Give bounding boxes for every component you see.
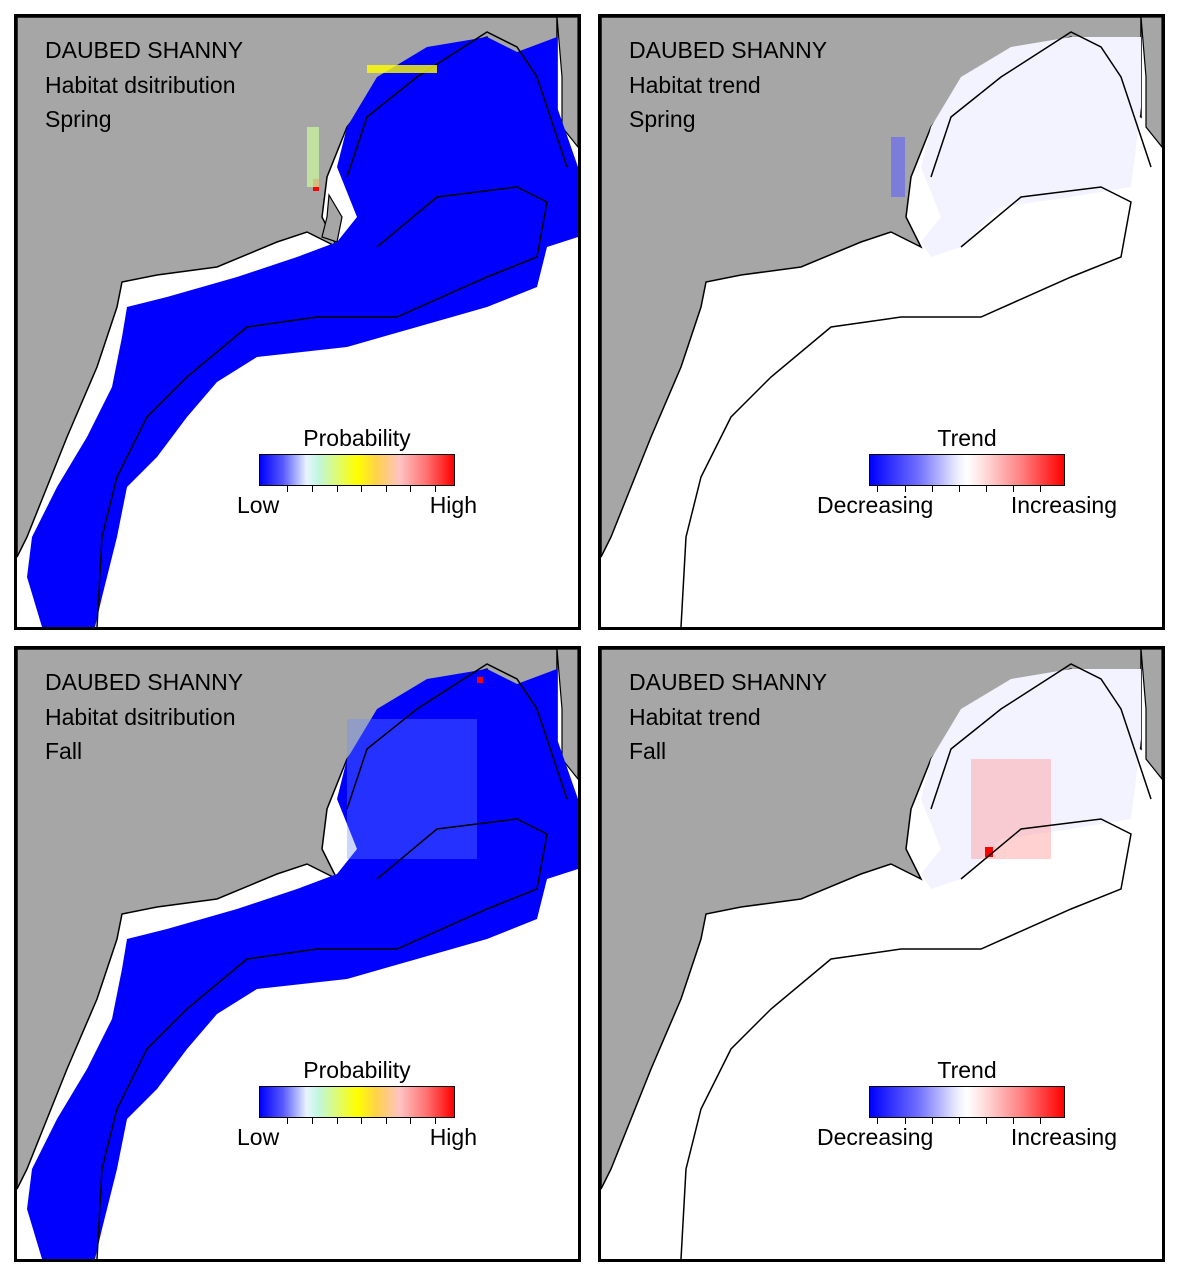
legend-high-label: High	[429, 1124, 477, 1150]
hotspot-cell	[477, 677, 483, 683]
probability-legend: Probability Low High	[237, 425, 477, 522]
legend-ticks	[869, 1118, 1065, 1124]
map-type: Habitat trend	[629, 703, 761, 730]
season-label: Fall	[45, 738, 83, 764]
legend-high-label: Increasing	[1010, 492, 1117, 518]
season-label: Fall	[629, 738, 667, 764]
panel-title: DAUBED SHANNY Habitat trend Spring	[629, 33, 827, 137]
legend-title: Probability	[303, 425, 411, 451]
legend-ticks	[259, 486, 455, 492]
shelf-contour	[96, 663, 568, 1259]
shelf-contour	[96, 31, 568, 627]
legend-low-label: Decreasing	[817, 1124, 934, 1150]
legend-title: Trend	[937, 1057, 997, 1083]
cape-cod	[321, 193, 343, 243]
map-type: Habitat dsitribution	[45, 71, 236, 98]
trend-area	[921, 37, 1141, 257]
probability-legend: Probability Low High	[237, 1057, 477, 1154]
legend-low-label: Low	[237, 1124, 280, 1150]
map-spring-trend	[601, 17, 1162, 627]
nova-scotia-land	[1140, 649, 1162, 780]
panel-title: DAUBED SHANNY Habitat trend Fall	[629, 665, 827, 769]
season-label: Spring	[45, 106, 112, 132]
legend-ticks	[869, 486, 1065, 492]
legend-title: Probability	[303, 1057, 411, 1083]
hotspot-cell	[985, 847, 993, 857]
shelf-contour	[680, 31, 1152, 627]
season-label: Spring	[629, 106, 696, 132]
coastal-high-cells	[367, 65, 437, 73]
distribution-area	[27, 669, 578, 1259]
species-name: DAUBED SHANNY	[45, 669, 244, 695]
panel-title: DAUBED SHANNY Habitat dsitribution Sprin…	[45, 33, 243, 137]
legend-high-label: High	[429, 492, 477, 518]
trend-color-bar	[869, 454, 1065, 486]
species-name: DAUBED SHANNY	[45, 37, 244, 63]
speckle-cells	[347, 719, 477, 859]
legend-high-label: Increasing	[1010, 1124, 1117, 1150]
nova-scotia-land	[556, 17, 578, 148]
nova-scotia-land	[556, 649, 578, 780]
shelf-contour	[680, 663, 1152, 1259]
trend-color-bar	[869, 1086, 1065, 1118]
panel-spring-trend: DAUBED SHANNY Habitat trend Spring Trend…	[598, 14, 1165, 630]
legend-ticks	[259, 1118, 455, 1124]
panel-fall-trend: DAUBED SHANNY Habitat trend Fall Trend D…	[598, 646, 1165, 1262]
map-fall-trend	[601, 649, 1162, 1259]
species-name: DAUBED SHANNY	[629, 669, 828, 695]
map-spring-distribution	[17, 17, 578, 627]
map-fall-distribution	[17, 649, 578, 1259]
panel-title: DAUBED SHANNY Habitat dsitribution Fall	[45, 665, 243, 769]
legend-title: Trend	[937, 425, 997, 451]
increasing-cells	[971, 759, 1051, 859]
panel-fall-distribution: DAUBED SHANNY Habitat dsitribution Fall …	[14, 646, 581, 1262]
decreasing-cells	[891, 137, 905, 197]
coastal-high-cells-2	[307, 127, 319, 187]
map-type: Habitat trend	[629, 71, 761, 98]
distribution-area	[27, 37, 578, 627]
trend-area	[921, 669, 1141, 889]
species-name: DAUBED SHANNY	[629, 37, 828, 63]
map-type: Habitat dsitribution	[45, 703, 236, 730]
probability-color-bar	[259, 1086, 455, 1118]
legend-low-label: Low	[237, 492, 280, 518]
probability-color-bar	[259, 454, 455, 486]
legend-low-label: Decreasing	[817, 492, 934, 518]
trend-legend: Trend Decreasing Increasing	[817, 425, 1117, 522]
panel-spring-distribution: DAUBED SHANNY Habitat dsitribution Sprin…	[14, 14, 581, 630]
nova-scotia-land	[1140, 17, 1162, 148]
trend-legend: Trend Decreasing Increasing	[817, 1057, 1117, 1154]
